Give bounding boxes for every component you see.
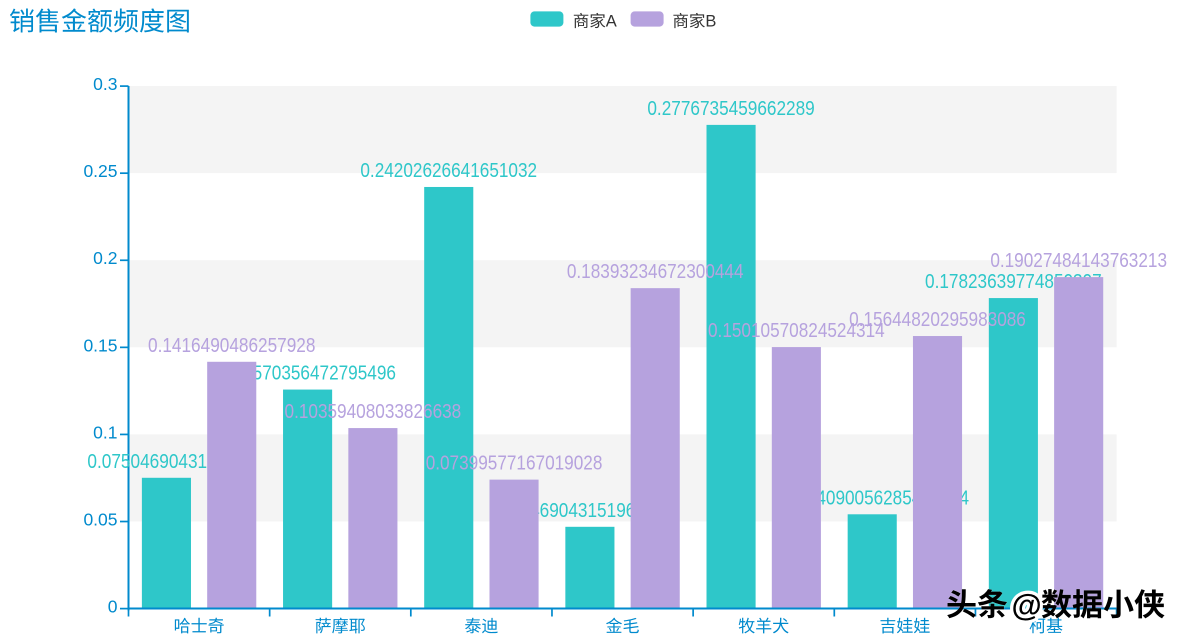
svg-text:0.19027484143763213: 0.19027484143763213 bbox=[990, 250, 1167, 272]
svg-text:0.10359408033826638: 0.10359408033826638 bbox=[285, 401, 462, 423]
svg-text:0.15: 0.15 bbox=[83, 335, 117, 355]
svg-text:0.3: 0.3 bbox=[93, 74, 117, 94]
svg-text:0.15010570824524314: 0.15010570824524314 bbox=[708, 320, 885, 342]
svg-text:0.12570356472795496: 0.12570356472795496 bbox=[219, 363, 396, 385]
svg-text:0.05: 0.05 bbox=[83, 509, 117, 529]
svg-text:@: @ bbox=[1012, 588, 1042, 623]
svg-text:0.25: 0.25 bbox=[83, 161, 117, 181]
svg-text:0.07399577167019028: 0.07399577167019028 bbox=[426, 453, 603, 475]
svg-text:B: B bbox=[705, 13, 716, 31]
svg-text:0.2: 0.2 bbox=[93, 248, 117, 268]
svg-text:A: A bbox=[606, 13, 617, 31]
svg-text:0.15644820295983086: 0.15644820295983086 bbox=[849, 309, 1026, 331]
svg-text:0.075046904315573: 0.075046904315573 bbox=[87, 451, 245, 473]
svg-text:0.1416490486257928: 0.1416490486257928 bbox=[148, 335, 315, 357]
svg-text:0.24202626641651032: 0.24202626641651032 bbox=[360, 160, 537, 182]
svg-text:0.1: 0.1 bbox=[93, 422, 117, 442]
svg-text:0: 0 bbox=[108, 597, 118, 617]
svg-text:0.2776735459662289: 0.2776735459662289 bbox=[647, 98, 814, 120]
svg-text:0.18393234672300444: 0.18393234672300444 bbox=[567, 261, 744, 283]
